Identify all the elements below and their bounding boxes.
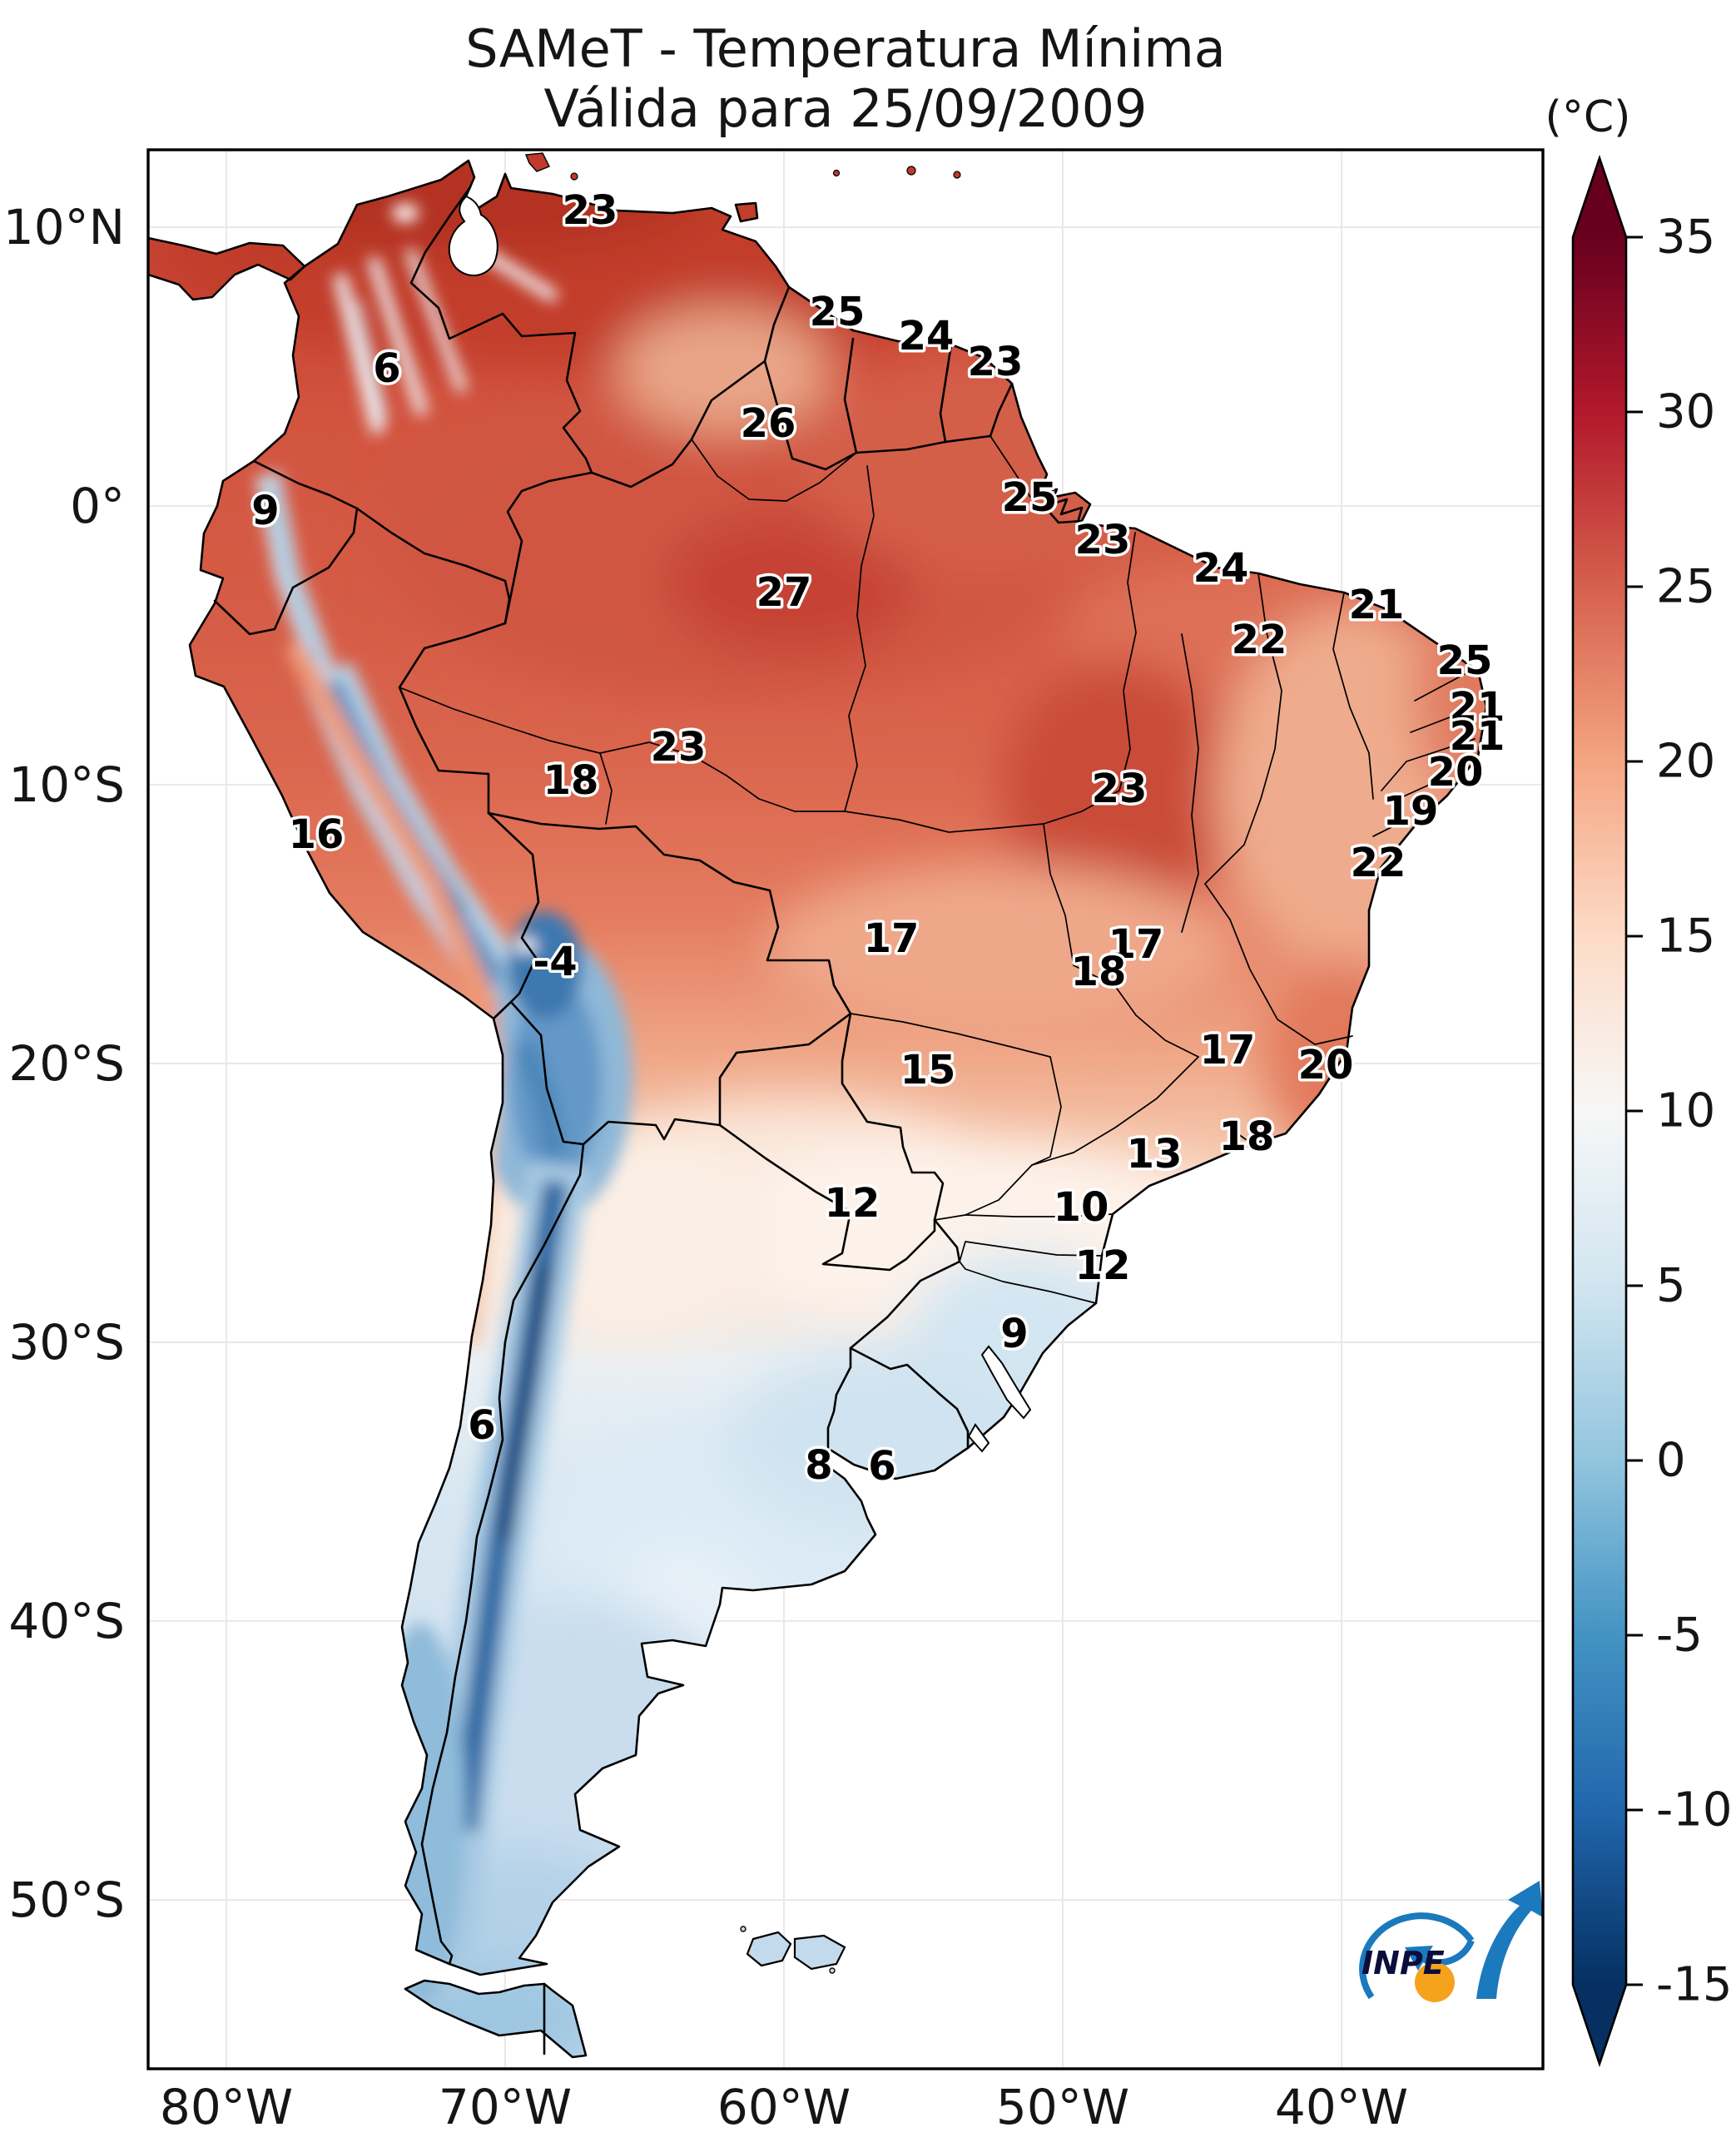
country-borders [213, 186, 1014, 2055]
temperature-label: 23 [1075, 517, 1131, 563]
temperature-label: 18 [543, 757, 599, 804]
y-axis: 10°N 0° 10°S 20°S 30°S 40°S 50°S [3, 199, 125, 1928]
temperature-label: 13 [1127, 1131, 1183, 1178]
temperature-label: 22 [1351, 840, 1406, 886]
y-axis-tick-label: 20°S [8, 1035, 125, 1092]
temperature-label: 23 [563, 187, 618, 234]
temperature-label: 27 [756, 569, 812, 616]
colorbar-unit-label: (°C) [1545, 92, 1631, 142]
islands [525, 152, 961, 1974]
y-axis-tick-label: 40°S [8, 1593, 125, 1649]
colorbar-tick-label: 30 [1656, 385, 1715, 439]
temperature-label: 20 [1428, 749, 1484, 796]
plot-frame [146, 148, 1545, 2070]
temperature-label: 23 [968, 339, 1024, 385]
temperature-label: 9 [251, 488, 279, 534]
temperature-label: 8 [805, 1442, 832, 1489]
colorbar-tick-label: 20 [1656, 735, 1715, 789]
colorbar-tick-label: 35 [1656, 211, 1715, 265]
temperature-label: 17 [1109, 921, 1164, 968]
inpe-swirl [1359, 1912, 1475, 2000]
colorbar: (°C) 35 30 25 20 15 10 5 0 -5 -10 -15 [1545, 92, 1732, 2068]
inpe-orange-dot [1415, 1962, 1455, 2002]
y-axis-tick-label: 30°S [8, 1314, 125, 1371]
temperature-label: 25 [1437, 637, 1493, 684]
temperature-label: 21 [1349, 582, 1405, 628]
temperature-label: 6 [468, 1402, 495, 1449]
y-axis-tick-label: 0° [70, 478, 125, 534]
temperature-label: 16 [289, 811, 345, 858]
temperature-label: 12 [825, 1180, 880, 1227]
temperature-label: -4 [533, 939, 577, 985]
temperature-label: 9 [1000, 1311, 1028, 1357]
lakes [448, 195, 1032, 1453]
temperature-label: 25 [1002, 474, 1058, 521]
temperature-label: 15 [900, 1047, 956, 1093]
colorbar-tick-label: 25 [1656, 560, 1715, 614]
inpe-logo: INPE [1359, 1881, 1543, 2002]
colorbar-tick-label: -5 [1656, 1609, 1703, 1663]
temperature-label: 21 [1450, 713, 1505, 760]
falkland-islands [793, 1934, 846, 1971]
land-shading [148, 161, 1486, 2057]
lake-maracaibo [448, 195, 498, 276]
x-axis-tick-label: 70°W [439, 2079, 572, 2135]
temperature-label: 19 [1383, 788, 1439, 835]
y-axis-tick-label: 50°S [8, 1872, 125, 1928]
x-axis-tick-label: 50°W [996, 2079, 1129, 2135]
y-axis-tick-label: 10°N [3, 199, 125, 255]
colorbar-bar [1571, 154, 1628, 2068]
temperature-label: 10 [1054, 1184, 1109, 1231]
temperature-label: 23 [651, 724, 707, 771]
temperature-label: 18 [1219, 1113, 1275, 1160]
inpe-swirl-arrowhead [1405, 1946, 1433, 1971]
title: SAMeT - Temperatura Mínima Válida para 2… [465, 18, 1226, 139]
colorbar-tick-label: 5 [1656, 1259, 1686, 1313]
state-borders [399, 435, 1476, 1304]
temperature-label: 24 [1193, 545, 1249, 592]
temperature-label: 22 [1232, 617, 1287, 663]
inpe-logo-text: INPE [1362, 1945, 1445, 1981]
colorbar-tick-label: -10 [1656, 1783, 1732, 1837]
x-axis-tick-label: 60°W [717, 2079, 851, 2135]
temperature-label: 17 [1200, 1027, 1256, 1074]
colorbar-ticks: 35 30 25 20 15 10 5 0 -5 -10 -15 [1626, 211, 1732, 2012]
x-axis-tick-label: 80°W [160, 2079, 293, 2135]
lagoa-dos-patos [980, 1345, 1032, 1420]
temperature-label: 6 [373, 345, 400, 392]
temperature-label: 23 [1092, 766, 1148, 812]
colorbar-tick-label: 15 [1656, 910, 1715, 964]
falkland-islands [746, 1931, 792, 1967]
title-line-1: SAMeT - Temperatura Mínima [465, 18, 1226, 79]
x-axis-tick-label: 40°W [1275, 2079, 1408, 2135]
temperature-label: 18 [1071, 949, 1127, 995]
temperature-label: 12 [1075, 1242, 1131, 1289]
temperature-label: 26 [741, 400, 796, 447]
temperature-label: 20 [1298, 1042, 1354, 1088]
x-axis: 80°W 70°W 60°W 50°W 40°W [160, 2079, 1408, 2135]
temperature-label: 25 [810, 289, 866, 335]
temperature-label: 24 [899, 313, 955, 359]
temperature-label: 17 [864, 915, 920, 962]
colorbar-tick-label: 0 [1656, 1434, 1686, 1488]
temperature-label: 21 [1450, 684, 1505, 731]
inpe-swirl-inner [1417, 1939, 1475, 1966]
temperature-label: 6 [868, 1443, 895, 1490]
lagoa-mirim [967, 1423, 990, 1453]
title-line-2: Válida para 25/09/2009 [544, 78, 1148, 139]
colorbar-tick-label: -15 [1656, 1958, 1732, 2012]
colorbar-tick-label: 10 [1656, 1084, 1715, 1138]
inpe-up-arrow [1476, 1881, 1543, 1999]
y-axis-tick-label: 10°S [8, 756, 125, 813]
